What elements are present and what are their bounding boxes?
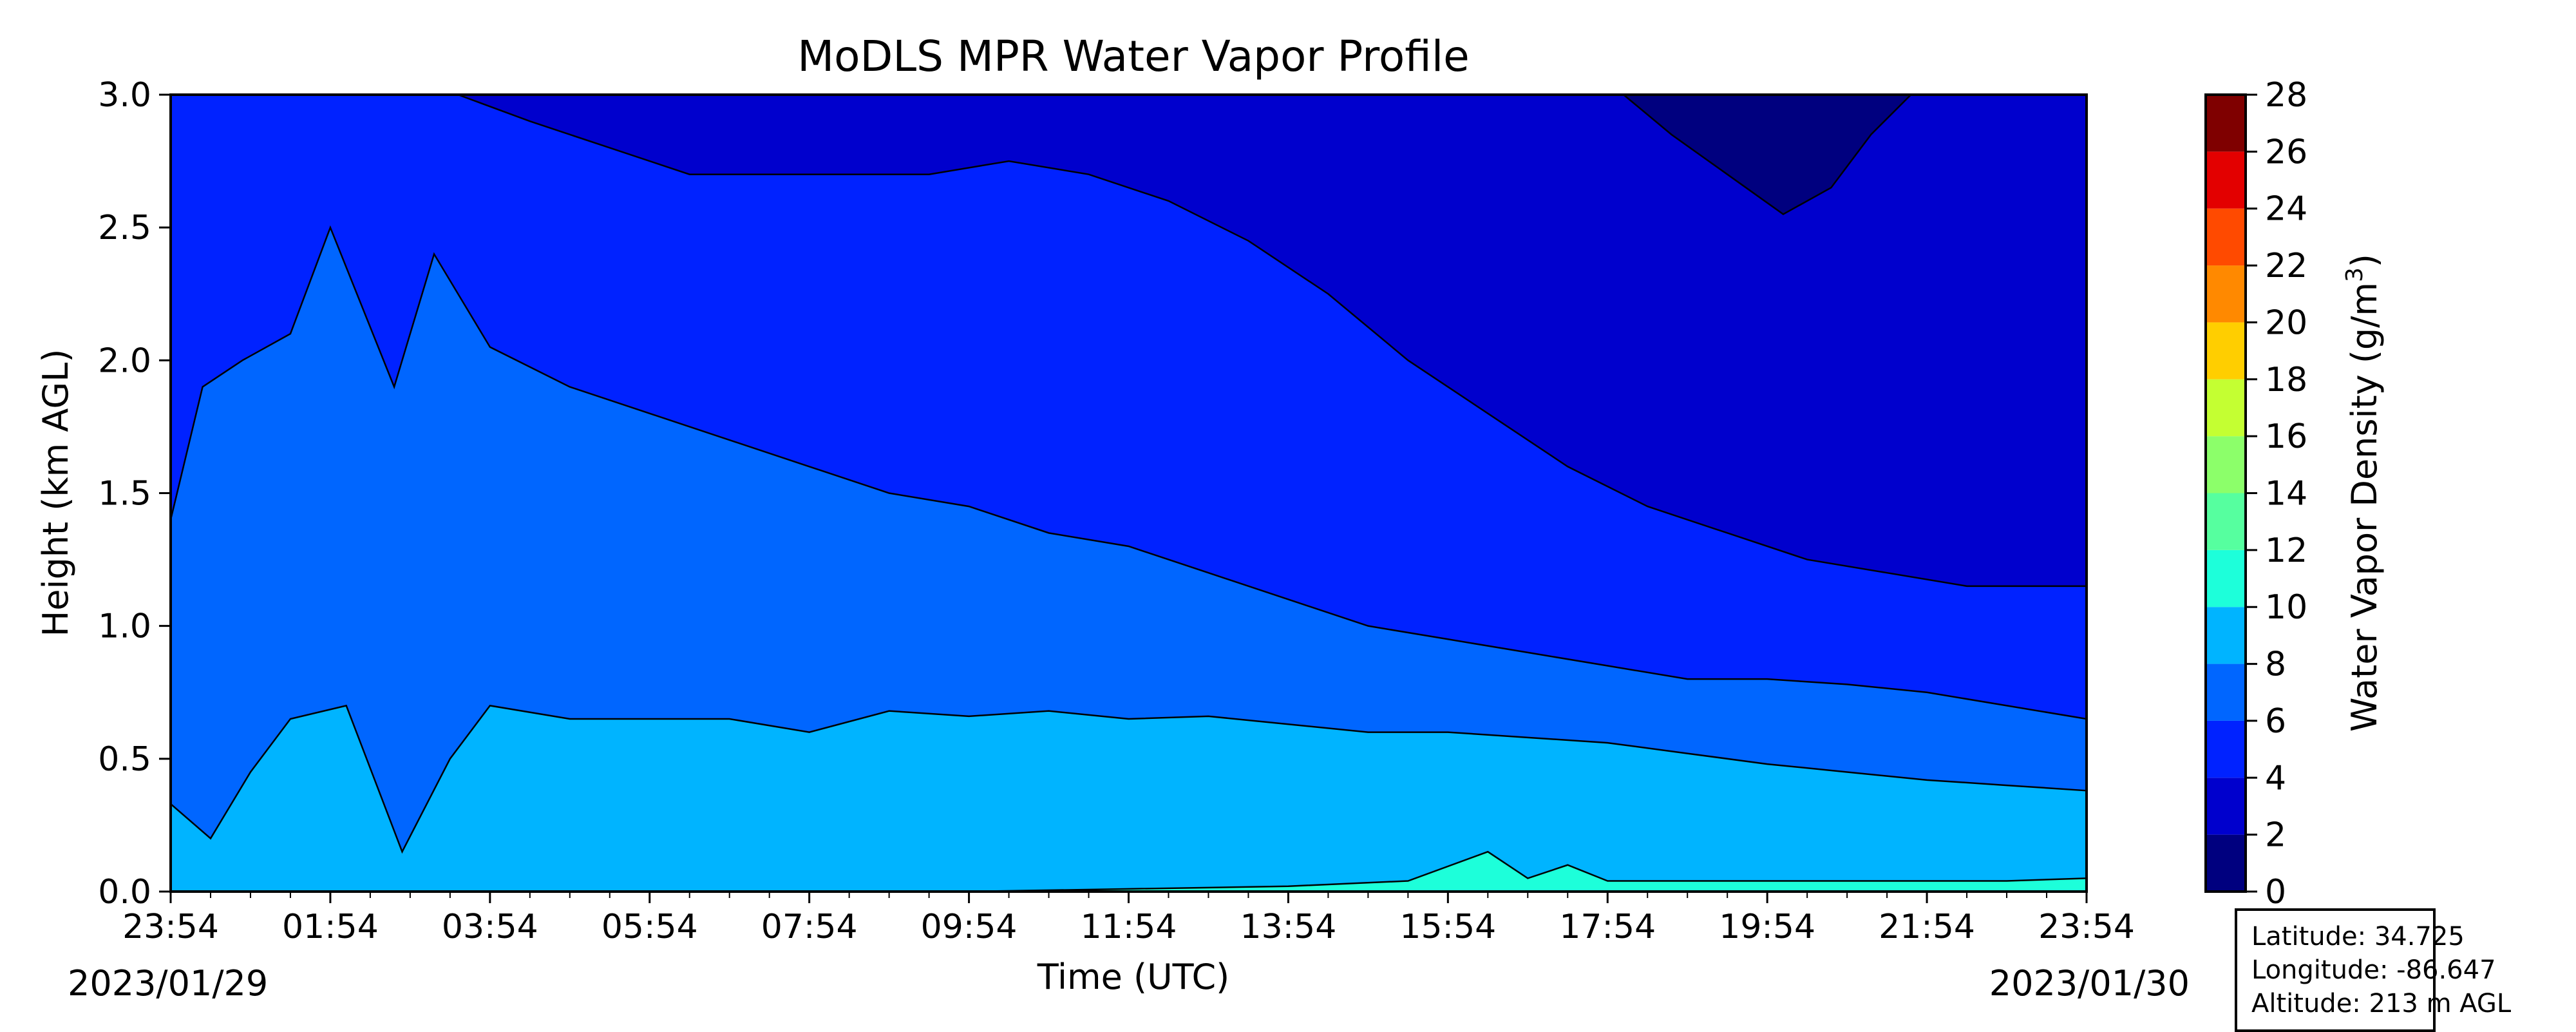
colorbar-segment bbox=[2206, 95, 2246, 152]
contour-lines bbox=[169, 93, 2087, 893]
contour-line-1 bbox=[169, 225, 2087, 720]
colorbar-tick-label: 26 bbox=[2265, 133, 2307, 171]
x-tick-label: 13:54 bbox=[1240, 908, 1336, 946]
colorbar-segment bbox=[2206, 834, 2246, 892]
colorbar-tick-label: 8 bbox=[2265, 645, 2286, 684]
x-axis: 23:54 01:54 03:54 05:54 07:54 09:54 11:54 13:54… bbox=[122, 892, 2135, 946]
y-tick-label: 0.0 bbox=[98, 873, 151, 912]
y-tick-label: 0.5 bbox=[98, 740, 151, 779]
colorbar-tick-label: 20 bbox=[2265, 303, 2307, 342]
longitude-text: Longitude: -86.647 bbox=[2251, 955, 2496, 985]
x-axis-label: Time (UTC) bbox=[1037, 957, 1230, 997]
y-axis-label: Height (km AGL) bbox=[35, 349, 76, 637]
y-tick-label: 1.0 bbox=[98, 607, 151, 646]
y-tick-label: 1.5 bbox=[98, 475, 151, 513]
colorbar-segment bbox=[2206, 607, 2246, 664]
y-tick-label: 3.0 bbox=[98, 76, 151, 115]
colorbar-segment bbox=[2206, 720, 2246, 778]
x-tick-label: 09:54 bbox=[921, 908, 1018, 946]
band-0-dome bbox=[1624, 95, 1911, 215]
station-info-box: Latitude: 34.725 Longitude: -86.647 Alti… bbox=[2235, 908, 2512, 1032]
colorbar-segment bbox=[2206, 493, 2246, 550]
plot-area bbox=[171, 95, 2087, 892]
colorbar-segment bbox=[2206, 436, 2246, 493]
x-tick-label: 17:54 bbox=[1559, 908, 1656, 946]
x-tick-label: 03:54 bbox=[442, 908, 538, 946]
colorbar-tick-label: 24 bbox=[2265, 190, 2307, 229]
band-0-2 bbox=[458, 95, 2087, 586]
x-tick-label: 01:54 bbox=[282, 908, 379, 946]
altitude-text: Altitude: 213 m AGL bbox=[2251, 989, 2512, 1018]
colorbar-tick-label: 12 bbox=[2265, 531, 2307, 570]
colorbar-label: Water Vapor Density (g/m3) bbox=[2342, 254, 2385, 732]
y-tick-label: 2.5 bbox=[98, 209, 151, 247]
x-tick-label: 19:54 bbox=[1719, 908, 1815, 946]
colorbar-tick-label: 6 bbox=[2265, 702, 2286, 741]
x-tick-label: 11:54 bbox=[1081, 908, 1177, 946]
contour-line-2 bbox=[170, 704, 2087, 854]
colorbar-tick-label: 22 bbox=[2265, 247, 2307, 285]
x-tick-label: 07:54 bbox=[761, 908, 858, 946]
colorbar-tick-label: 14 bbox=[2265, 475, 2307, 513]
band-6-8 bbox=[171, 705, 2087, 892]
contour-line-4 bbox=[1623, 94, 1912, 216]
colorbar-segment bbox=[2206, 664, 2246, 721]
x-tick-label: 21:54 bbox=[1879, 908, 1975, 946]
colorbar-tick-label: 16 bbox=[2265, 417, 2307, 456]
y-axis: 0.0 0.5 1.0 1.5 2.0 2.5 3.0 bbox=[98, 76, 171, 912]
colorbar-segment bbox=[2206, 549, 2246, 607]
colorbar-tick-label: 28 bbox=[2265, 76, 2307, 115]
colorbar-tick-label: 2 bbox=[2265, 816, 2286, 855]
chart-title: MoDLS MPR Water Vapor Profile bbox=[797, 32, 1470, 81]
colorbar-segment bbox=[2206, 151, 2246, 209]
colorbar-tick-label: 10 bbox=[2265, 588, 2307, 627]
x-tick-label: 05:54 bbox=[601, 908, 698, 946]
colorbar-segment bbox=[2206, 778, 2246, 835]
end-date-label: 2023/01/30 bbox=[1989, 963, 2190, 1004]
x-tick-label: 23:54 bbox=[2038, 908, 2135, 946]
x-tick-label: 15:54 bbox=[1399, 908, 1496, 946]
colorbar-segment bbox=[2206, 208, 2246, 266]
colorbar-tick-label: 18 bbox=[2265, 361, 2307, 399]
colorbar-segment bbox=[2206, 265, 2246, 323]
colorbar-frame bbox=[2204, 93, 2247, 893]
colorbar-tick-label: 4 bbox=[2265, 759, 2286, 798]
contour-line-3 bbox=[969, 850, 2087, 893]
contour-line-0 bbox=[457, 93, 2087, 588]
colorbar-tick-label: 0 bbox=[2265, 873, 2286, 912]
latitude-text: Latitude: 34.725 bbox=[2251, 922, 2465, 951]
colorbar bbox=[2206, 95, 2246, 892]
x-tick-label: 23:54 bbox=[122, 908, 219, 946]
colorbar-segment bbox=[2206, 322, 2246, 379]
start-date-label: 2023/01/29 bbox=[68, 963, 268, 1004]
colorbar-segment bbox=[2206, 379, 2246, 437]
y-tick-label: 2.0 bbox=[98, 341, 151, 380]
